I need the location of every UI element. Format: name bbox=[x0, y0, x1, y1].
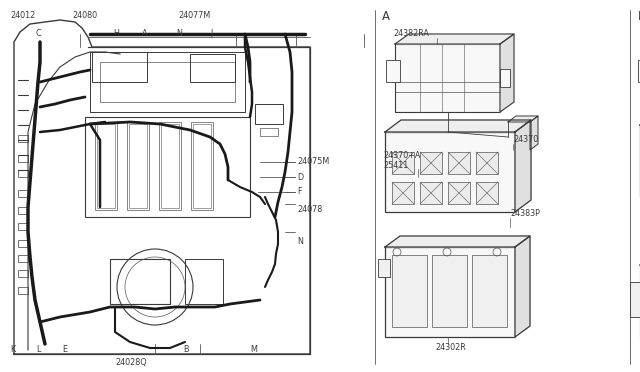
Bar bbox=[638, 60, 640, 82]
Bar bbox=[159, 122, 181, 210]
Polygon shape bbox=[500, 34, 514, 112]
Bar bbox=[18, 270, 28, 277]
Bar bbox=[18, 287, 28, 294]
Text: 24028Q: 24028Q bbox=[115, 357, 147, 366]
Polygon shape bbox=[385, 120, 531, 132]
Bar bbox=[161, 124, 179, 208]
Bar bbox=[511, 137, 517, 147]
Text: B: B bbox=[183, 346, 189, 355]
Bar bbox=[472, 255, 507, 327]
Bar bbox=[18, 135, 28, 142]
Bar bbox=[420, 152, 442, 174]
Bar bbox=[378, 259, 390, 277]
Text: M: M bbox=[250, 346, 257, 355]
Text: 24370+A: 24370+A bbox=[383, 151, 420, 160]
Bar bbox=[448, 152, 470, 174]
Text: N: N bbox=[176, 29, 182, 38]
Bar bbox=[392, 182, 414, 204]
Bar bbox=[260, 128, 278, 136]
Bar bbox=[18, 255, 28, 262]
Bar bbox=[127, 122, 149, 210]
Polygon shape bbox=[385, 236, 530, 247]
Bar bbox=[18, 190, 28, 197]
Bar bbox=[508, 122, 530, 150]
Text: 24078: 24078 bbox=[297, 205, 323, 215]
Bar bbox=[18, 240, 28, 247]
Text: 25411: 25411 bbox=[383, 160, 408, 170]
Bar bbox=[420, 182, 442, 204]
Bar bbox=[500, 69, 510, 87]
Bar bbox=[385, 132, 515, 212]
Text: B: B bbox=[638, 10, 640, 23]
Polygon shape bbox=[530, 116, 538, 150]
Text: A: A bbox=[382, 10, 390, 23]
Bar bbox=[100, 62, 235, 102]
Text: 24383P: 24383P bbox=[510, 209, 540, 218]
Text: A: A bbox=[142, 29, 147, 38]
Bar bbox=[630, 282, 640, 317]
Bar bbox=[110, 259, 170, 304]
Bar bbox=[129, 124, 147, 208]
Text: 24012: 24012 bbox=[10, 12, 35, 20]
Bar bbox=[519, 137, 525, 147]
Bar bbox=[193, 124, 211, 208]
Text: N: N bbox=[297, 237, 303, 247]
Polygon shape bbox=[508, 116, 538, 122]
Bar bbox=[97, 124, 115, 208]
Bar bbox=[190, 54, 235, 82]
Polygon shape bbox=[395, 34, 514, 44]
Bar bbox=[392, 255, 427, 327]
Text: 24302R: 24302R bbox=[435, 343, 466, 352]
Text: C: C bbox=[36, 29, 42, 38]
Polygon shape bbox=[515, 120, 531, 212]
Bar bbox=[385, 247, 515, 337]
Bar bbox=[448, 182, 470, 204]
Bar bbox=[90, 52, 245, 112]
Text: 24077M: 24077M bbox=[178, 12, 211, 20]
Text: D: D bbox=[297, 173, 303, 182]
Bar bbox=[185, 259, 223, 304]
Text: J: J bbox=[210, 29, 212, 38]
Text: 24370: 24370 bbox=[513, 135, 538, 144]
Text: F: F bbox=[297, 187, 301, 196]
Bar bbox=[476, 152, 498, 174]
Text: 24075M: 24075M bbox=[297, 157, 329, 167]
Bar bbox=[95, 122, 117, 210]
Bar bbox=[255, 104, 283, 124]
Text: K: K bbox=[10, 346, 15, 355]
Bar bbox=[395, 44, 500, 112]
Bar bbox=[18, 223, 28, 230]
Text: L: L bbox=[36, 346, 40, 355]
Bar bbox=[18, 207, 28, 214]
Bar bbox=[85, 117, 250, 217]
Bar bbox=[392, 152, 414, 174]
Text: 24080: 24080 bbox=[72, 12, 97, 20]
Bar bbox=[18, 170, 28, 177]
Bar bbox=[476, 182, 498, 204]
Polygon shape bbox=[515, 236, 530, 337]
Bar bbox=[92, 52, 147, 82]
Text: 24382RA: 24382RA bbox=[393, 29, 429, 38]
Bar bbox=[191, 122, 213, 210]
Text: E: E bbox=[62, 346, 67, 355]
Bar bbox=[18, 155, 28, 162]
Text: H: H bbox=[113, 29, 119, 38]
Bar bbox=[432, 255, 467, 327]
Bar bbox=[386, 60, 400, 82]
